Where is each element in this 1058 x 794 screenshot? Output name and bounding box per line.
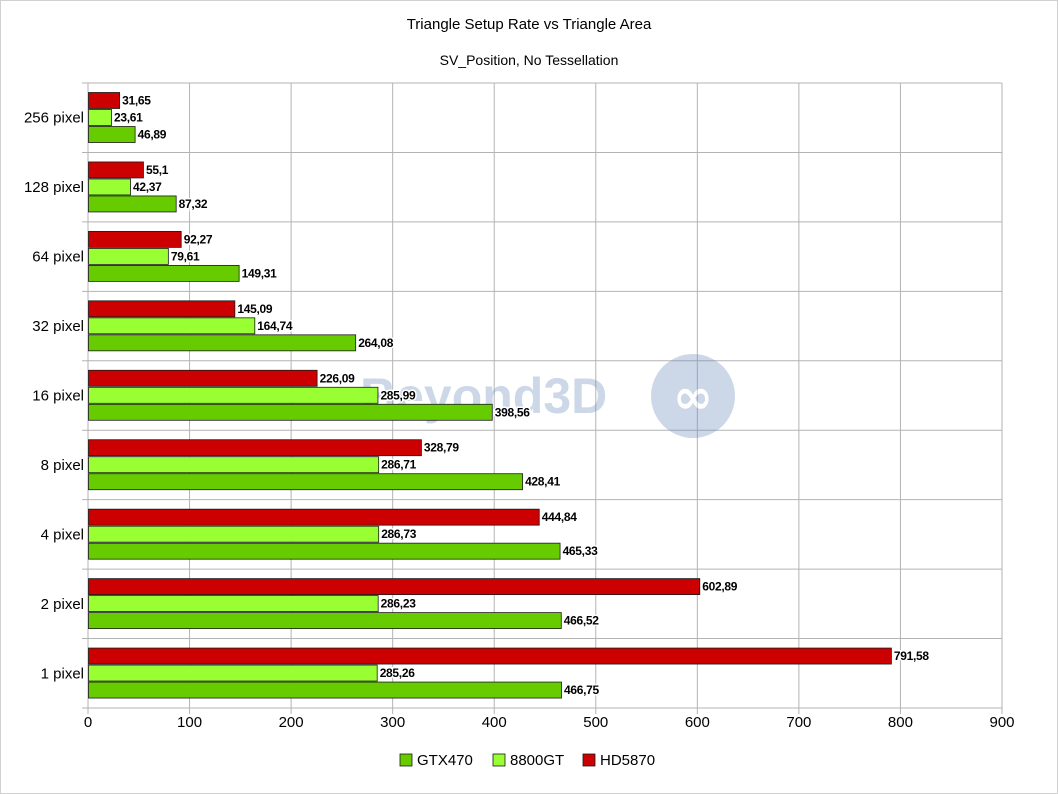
data-label: 164,74 bbox=[257, 319, 293, 333]
bar-gtx470 bbox=[88, 334, 357, 352]
data-label: 92,27 bbox=[184, 232, 213, 246]
category-label: 64 pixel bbox=[32, 249, 84, 266]
x-tick-label: 500 bbox=[583, 714, 608, 731]
bar-gtx470 bbox=[88, 264, 240, 282]
bars: 31,65 23,61 46,89 55,1 42,37 87,32 92,27 79,61 1… bbox=[88, 92, 931, 699]
data-label: 328,79 bbox=[424, 441, 460, 455]
x-axis-ticks: 0 100 200 300 400 500 600 700 800 900 bbox=[84, 714, 1015, 731]
bar-8800gt bbox=[88, 178, 131, 196]
legend-swatch-hd5870 bbox=[582, 753, 596, 767]
bar-hd5870 bbox=[88, 230, 182, 248]
bar-8800gt bbox=[88, 386, 379, 404]
data-label: 285,99 bbox=[380, 388, 416, 402]
chart-title: Triangle Setup Rate vs Triangle Area bbox=[406, 16, 652, 33]
legend: GTX470 8800GT HD5870 bbox=[399, 752, 655, 769]
category-label: 16 pixel bbox=[32, 388, 84, 405]
x-tick-label: 900 bbox=[989, 714, 1014, 731]
bar-8800gt bbox=[88, 317, 256, 335]
data-label: 428,41 bbox=[525, 475, 561, 489]
category-label: 2 pixel bbox=[41, 596, 84, 613]
data-label: 264,08 bbox=[358, 336, 394, 350]
chart-subtitle: SV_Position, No Tessellation bbox=[439, 52, 619, 68]
category-label: 1 pixel bbox=[41, 665, 84, 682]
legend-label: 8800GT bbox=[510, 752, 564, 769]
bar-hd5870 bbox=[88, 439, 422, 457]
data-label: 466,75 bbox=[564, 683, 600, 697]
legend-label: HD5870 bbox=[600, 752, 655, 769]
bar-hd5870 bbox=[88, 508, 540, 526]
data-label: 145,09 bbox=[237, 302, 273, 316]
data-label: 286,71 bbox=[381, 458, 417, 472]
x-tick-label: 100 bbox=[177, 714, 202, 731]
bar-gtx470 bbox=[88, 681, 562, 699]
grid-lines bbox=[82, 82, 1003, 714]
data-label: 226,09 bbox=[320, 371, 356, 385]
data-label: 79,61 bbox=[171, 249, 200, 263]
bar-8800gt bbox=[88, 664, 378, 682]
bar-hd5870 bbox=[88, 92, 121, 109]
legend-swatch-8800gt bbox=[492, 753, 506, 767]
legend-label: GTX470 bbox=[417, 752, 473, 769]
x-tick-label: 200 bbox=[279, 714, 304, 731]
bar-gtx470 bbox=[88, 473, 523, 491]
bar-gtx470 bbox=[88, 403, 493, 421]
bar-hd5870 bbox=[88, 578, 701, 596]
category-label: 4 pixel bbox=[41, 526, 84, 543]
bar-gtx470 bbox=[88, 126, 136, 143]
x-tick-label: 800 bbox=[888, 714, 913, 731]
data-label: 46,89 bbox=[138, 128, 167, 142]
bar-hd5870 bbox=[88, 369, 318, 387]
bar-8800gt bbox=[88, 595, 379, 613]
bar-hd5870 bbox=[88, 300, 236, 318]
data-label: 42,37 bbox=[133, 180, 162, 194]
infinity-icon: ∞ bbox=[673, 369, 713, 425]
bar-gtx470 bbox=[88, 612, 562, 630]
data-label: 87,32 bbox=[179, 197, 208, 211]
data-label: 31,65 bbox=[122, 94, 151, 108]
category-label: 128 pixel bbox=[24, 179, 84, 196]
data-label: 55,1 bbox=[146, 163, 169, 177]
data-label: 285,26 bbox=[380, 666, 416, 680]
data-label: 466,52 bbox=[564, 614, 600, 628]
data-label: 23,61 bbox=[114, 111, 143, 125]
data-label: 398,56 bbox=[495, 405, 531, 419]
legend-swatch-gtx470 bbox=[399, 753, 413, 767]
data-label: 465,33 bbox=[563, 544, 599, 558]
x-tick-label: 400 bbox=[482, 714, 507, 731]
data-label: 602,89 bbox=[702, 580, 738, 594]
data-label: 149,31 bbox=[242, 266, 278, 280]
bar-8800gt bbox=[88, 525, 380, 543]
beyond3d-watermark: Beyond3D ∞ bbox=[360, 354, 735, 438]
bar-gtx470 bbox=[88, 195, 177, 213]
x-tick-label: 600 bbox=[685, 714, 710, 731]
bar-gtx470 bbox=[88, 542, 561, 560]
category-labels: 256 pixel 128 pixel 64 pixel 32 pixel 16 pix… bbox=[24, 110, 84, 683]
bar-hd5870 bbox=[88, 647, 892, 665]
data-label: 286,23 bbox=[381, 597, 417, 611]
bar-8800gt bbox=[88, 247, 169, 265]
category-label: 8 pixel bbox=[41, 457, 84, 474]
category-label: 32 pixel bbox=[32, 318, 84, 335]
x-tick-label: 300 bbox=[380, 714, 405, 731]
data-label: 444,84 bbox=[542, 510, 578, 524]
watermark-logo-icon bbox=[651, 354, 735, 438]
bar-hd5870 bbox=[88, 161, 144, 179]
x-tick-label: 0 bbox=[84, 714, 92, 731]
x-tick-label: 700 bbox=[786, 714, 811, 731]
category-label: 256 pixel bbox=[24, 110, 84, 127]
bar-8800gt bbox=[88, 109, 112, 126]
bar-8800gt bbox=[88, 456, 380, 474]
data-label: 286,73 bbox=[381, 527, 417, 541]
data-label: 791,58 bbox=[894, 649, 930, 663]
